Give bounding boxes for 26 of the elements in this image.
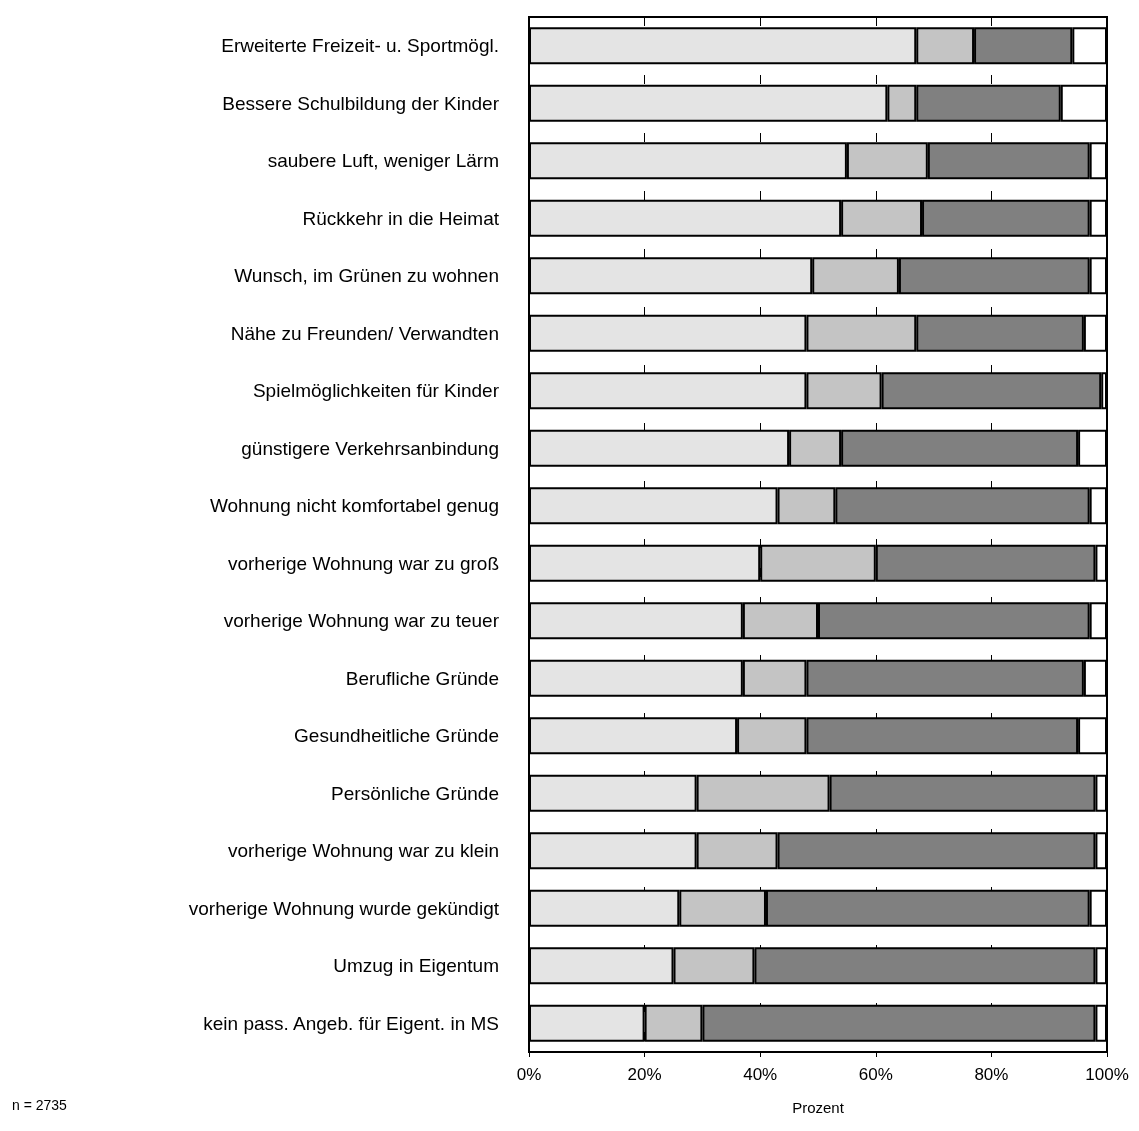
y-tick-label: Spielmöglichkeiten für Kinder	[252, 380, 500, 402]
x-tick-label: 60%	[858, 1065, 893, 1084]
y-tick-label: Berufliche Gründe	[345, 667, 499, 689]
x-tick-label: 0%	[516, 1065, 542, 1084]
y-tick-label: vorherige Wohnung war zu teuer	[223, 610, 500, 632]
y-tick-label: Gesundheitliche Gründe	[294, 725, 499, 747]
y-tick-label: vorherige Wohnung wurde gekündigt	[188, 897, 500, 919]
y-tick-label: Umzug in Eigentum	[333, 955, 499, 977]
y-tick-label: Persönliche Gründe	[331, 782, 499, 804]
x-tick-label: 100%	[1085, 1065, 1129, 1084]
y-tick-label: Wohnung nicht komfortabel genug	[209, 495, 499, 517]
y-tick-label: vorherige Wohnung war zu groß	[227, 552, 499, 574]
x-tick-label: 20%	[627, 1065, 662, 1084]
y-tick-label: vorherige Wohnung war zu klein	[227, 840, 499, 862]
y-tick-label: Erweiterte Freizeit- u. Sportmögl.	[221, 35, 499, 57]
y-tick-label: Wunsch, im Grünen zu wohnen	[234, 265, 499, 287]
y-tick-label: Nähe zu Freunden/ Verwandten	[230, 322, 499, 344]
x-tick-label: 80%	[974, 1065, 1009, 1084]
y-tick-label: günstigere Verkehrsanbindung	[241, 437, 499, 459]
y-tick-label: kein pass. Angeb. für Eigent. in MS	[203, 1012, 499, 1034]
x-tick-label: 40%	[743, 1065, 778, 1084]
x-axis-title: Prozent	[792, 1099, 845, 1116]
text: n = 2735	[12, 1097, 68, 1113]
y-tick-label: saubere Luft, weniger Lärm	[267, 150, 499, 172]
y-tick-label: Rückkehr in die Heimat	[302, 207, 500, 229]
y-tick-label: Bessere Schulbildung der Kinder	[222, 92, 500, 114]
